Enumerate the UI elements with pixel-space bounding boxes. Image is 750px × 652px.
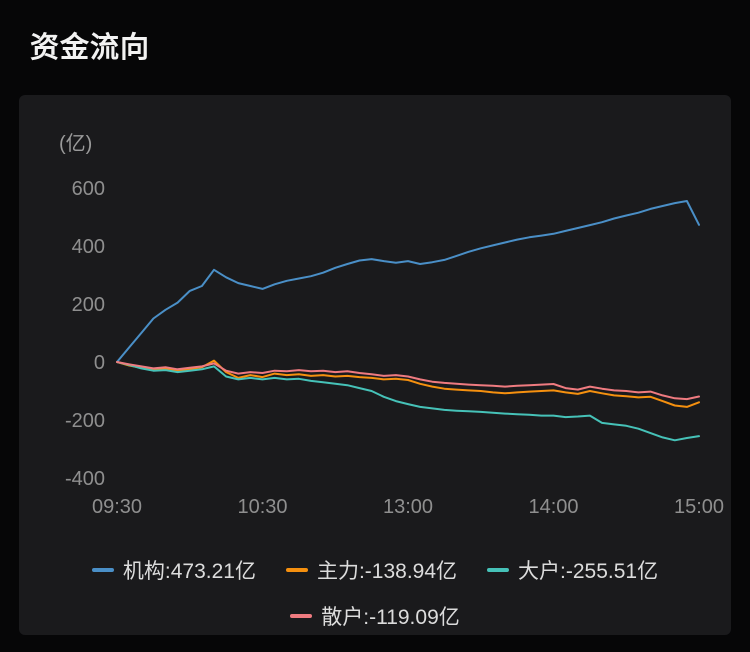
legend-item-散户[interactable]: 散户:-119.09亿 [290,601,460,631]
legend-row-2: 散户:-119.09亿 [19,593,731,639]
x-tick-label: 13:00 [383,496,433,518]
legend-dash-icon [91,568,114,572]
y-axis-unit-label: (亿) [59,133,93,155]
x-tick-label: 10:30 [237,496,287,518]
y-tick-label: 200 [72,294,105,316]
y-tick-label: 400 [72,236,105,258]
series-line-大户 [116,361,700,442]
y-tick-label: -400 [65,468,105,490]
legend-label: 主力:-138.94亿 [316,560,458,583]
x-tick-label: 09:30 [92,496,142,518]
legend-dash-icon [290,614,313,618]
legend-label: 机构:473.21亿 [122,560,256,583]
x-tick-label: 14:00 [528,496,578,518]
x-tick-label: 15:00 [674,496,724,518]
y-tick-label: 600 [72,178,105,200]
y-tick-label: -200 [65,410,105,432]
legend-item-主力[interactable]: 主力:-138.94亿 [285,555,458,585]
series-line-机构 [116,200,700,363]
legend-label: 大户:-255.51亿 [518,560,659,583]
legend-dash-icon [285,568,308,572]
chart-panel: (亿) 600 400 200 0 -200 -400 09:30 10:30 13:00 14:… [19,95,731,635]
fund-flow-chart: 600 400 200 0 -200 -400 09:30 10:30 13:00 14:00 15… [65,178,724,518]
chart-legend: 机构:473.21亿 主力:-138.94亿 大户:-255.51亿 散户:-119… [19,547,731,639]
page-title: 资金流向 [30,32,151,64]
legend-row-1: 机构:473.21亿 主力:-138.94亿 大户:-255.51亿 [19,547,731,593]
legend-label: 散户:-119.09亿 [321,606,460,629]
legend-dash-icon [487,568,510,572]
legend-item-机构[interactable]: 机构:473.21亿 [91,555,256,585]
series-line-主力 [116,359,700,408]
series-line-散户 [116,361,700,401]
y-tick-label: 0 [94,352,105,374]
legend-item-大户[interactable]: 大户:-255.51亿 [487,555,658,585]
